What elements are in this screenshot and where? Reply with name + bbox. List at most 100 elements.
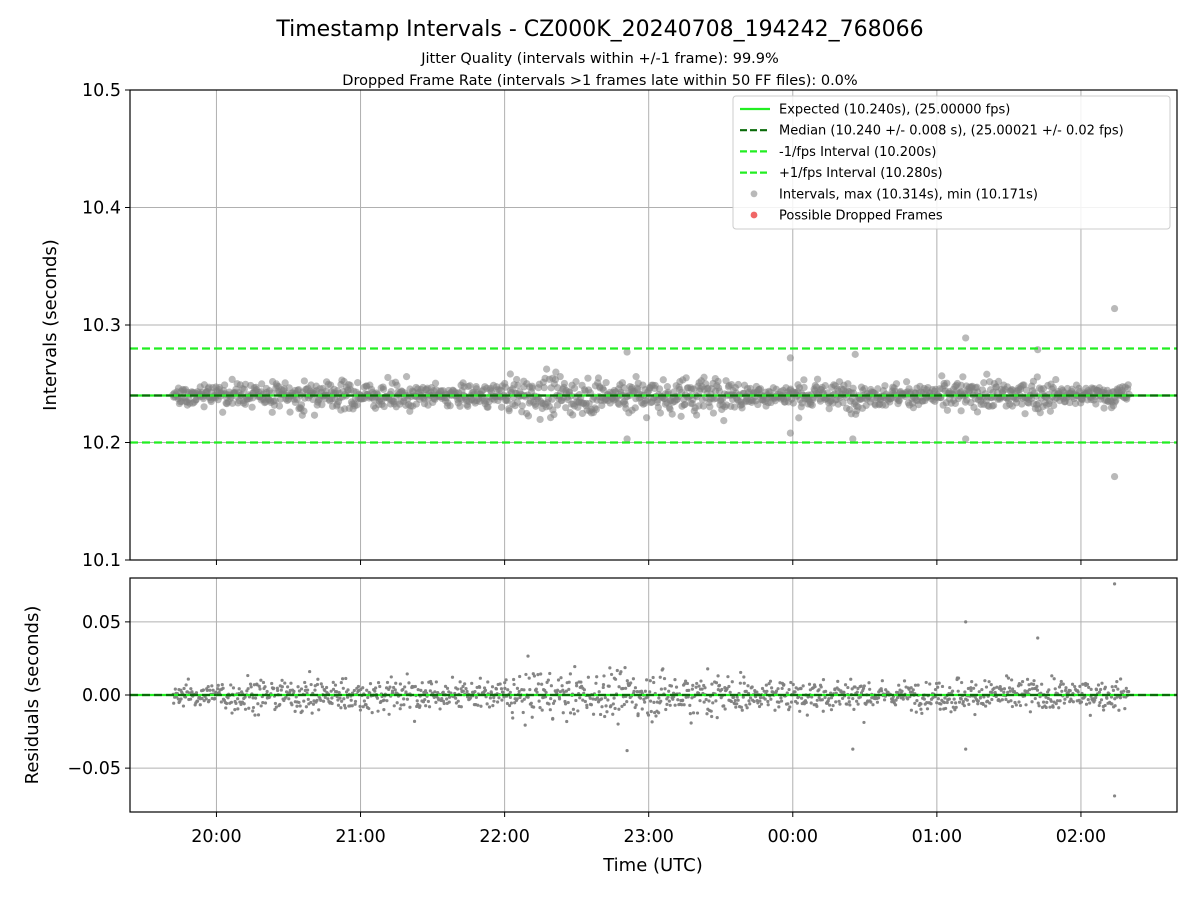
residual-point <box>621 686 625 691</box>
residual-point <box>984 704 988 708</box>
residual-point <box>851 696 855 701</box>
residual-point <box>909 708 913 712</box>
residual-point <box>389 675 393 679</box>
residual-point <box>368 682 373 686</box>
residual-point <box>970 680 974 684</box>
chart-subtitle-jitter: Jitter Quality (intervals within +/-1 fr… <box>420 51 779 67</box>
residual-point <box>893 703 898 707</box>
residual-point <box>1051 705 1055 709</box>
residual-point <box>488 696 492 700</box>
residual-point <box>194 691 199 695</box>
residual-point <box>201 688 206 692</box>
residual-point <box>538 706 542 710</box>
residual-point <box>1030 700 1034 704</box>
residual-point <box>622 702 626 707</box>
residual-point <box>847 700 851 704</box>
residual-point <box>1123 706 1127 711</box>
residual-point <box>499 687 504 691</box>
residual-point <box>1060 689 1064 693</box>
residual-point <box>1057 706 1061 710</box>
residual-point <box>914 710 918 714</box>
residual-point <box>734 705 738 709</box>
residual-point <box>518 695 522 700</box>
residual-point <box>827 697 831 701</box>
residual-point <box>529 701 533 705</box>
residual-point <box>526 695 530 699</box>
residual-point <box>459 705 463 709</box>
residual-point <box>270 681 274 686</box>
residual-point <box>1047 688 1051 692</box>
residual-point <box>492 699 496 703</box>
residual-point <box>535 690 539 694</box>
interval-point <box>300 407 308 415</box>
residual-point <box>501 690 505 695</box>
y-tick-label: 0.00 <box>82 686 121 706</box>
residual-point <box>659 687 663 691</box>
x-axis-label: Time (UTC) <box>602 855 703 876</box>
residual-point <box>925 707 930 711</box>
residual-point <box>700 687 704 691</box>
residual-point <box>173 687 177 691</box>
residual-point <box>280 685 284 689</box>
residual-point <box>1094 688 1099 692</box>
residual-point <box>625 700 629 704</box>
residual-point <box>233 708 237 712</box>
residual-point <box>620 704 624 708</box>
interval-point <box>734 380 742 389</box>
interval-point <box>497 403 506 411</box>
residual-point <box>829 708 834 712</box>
residual-point <box>1088 701 1092 705</box>
residual-point <box>302 699 306 703</box>
residual-point <box>809 701 813 705</box>
residual-point <box>1101 708 1106 712</box>
residual-point <box>434 700 438 704</box>
residual-point <box>859 684 863 688</box>
residual-point <box>534 687 538 691</box>
residual-point <box>769 697 773 701</box>
residual-point <box>415 699 419 703</box>
residual-point <box>441 690 445 694</box>
residual-point <box>1031 682 1036 686</box>
residual-point <box>896 691 900 695</box>
residual-point <box>375 696 380 700</box>
residual-point <box>582 688 586 692</box>
residual-point <box>315 698 319 702</box>
y-tick-label: 10.3 <box>82 316 121 336</box>
interval-point <box>1049 384 1057 392</box>
residual-point <box>1061 682 1065 686</box>
residual-point <box>1045 700 1049 704</box>
residual-point <box>1052 677 1056 681</box>
residual-point <box>335 690 339 694</box>
residual-point <box>984 685 989 689</box>
interval-point <box>228 375 236 383</box>
residual-point <box>944 706 948 711</box>
residual-point <box>880 679 884 683</box>
residual-point <box>950 700 954 705</box>
residual-point <box>512 682 516 687</box>
residual-point <box>200 696 204 701</box>
residual-point <box>839 689 843 693</box>
interval-point <box>387 387 395 396</box>
interval-point <box>393 381 401 389</box>
residual-point <box>748 696 753 700</box>
residual-point <box>683 679 688 683</box>
residual-point <box>339 680 343 685</box>
residual-point <box>1094 695 1098 700</box>
residual-point <box>595 675 599 679</box>
residual-point <box>710 682 714 686</box>
residual-point <box>508 690 512 694</box>
interval-point <box>592 405 600 414</box>
residual-point <box>1032 679 1036 683</box>
residual-point <box>600 705 604 709</box>
residual-point <box>557 697 562 701</box>
residual-point <box>358 708 363 712</box>
residual-point <box>609 704 613 708</box>
residual-point <box>259 678 263 682</box>
residual-point <box>666 695 670 699</box>
residual-point <box>316 677 320 681</box>
x-tick-label: 00:00 <box>768 827 818 847</box>
residual-point <box>594 681 598 685</box>
interval-point <box>681 400 689 409</box>
residual-point <box>261 680 266 685</box>
